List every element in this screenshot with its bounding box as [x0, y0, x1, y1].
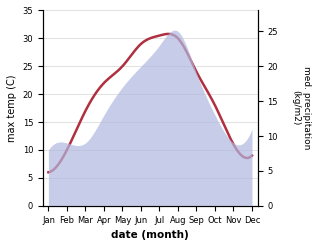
Y-axis label: max temp (C): max temp (C) [7, 74, 17, 142]
X-axis label: date (month): date (month) [111, 230, 189, 240]
Y-axis label: med. precipitation
(kg/m2): med. precipitation (kg/m2) [292, 66, 311, 150]
